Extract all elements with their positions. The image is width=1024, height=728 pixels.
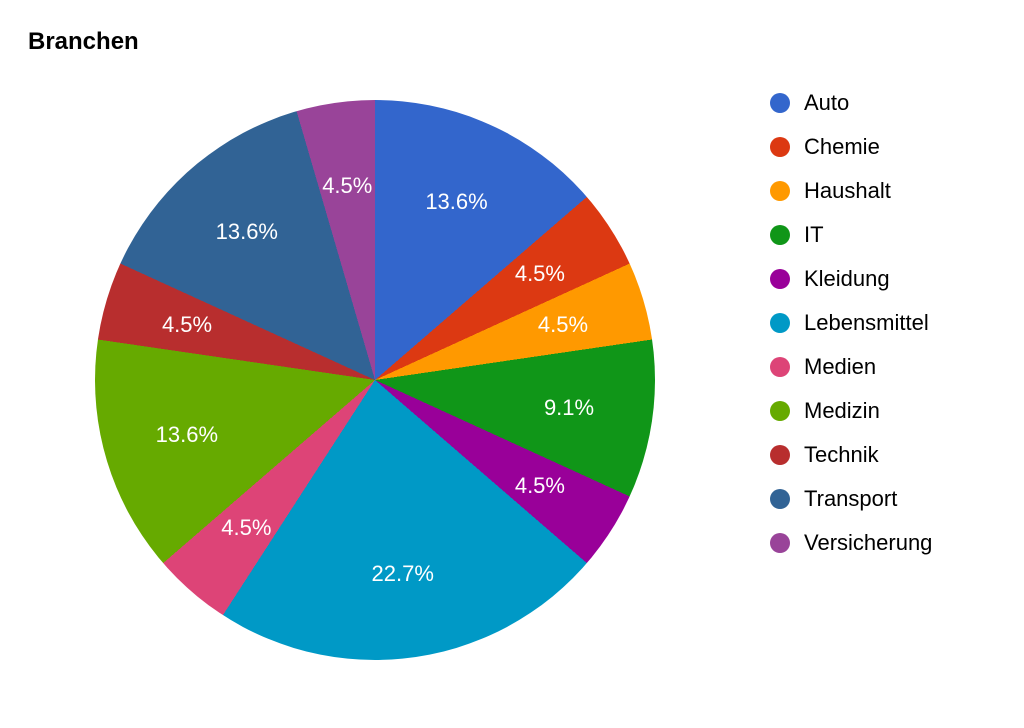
legend-label: Medien: [804, 354, 876, 380]
legend-label: Chemie: [804, 134, 880, 160]
slice-label: 13.6%: [425, 189, 487, 215]
slice-label: 4.5%: [515, 473, 565, 499]
legend-item[interactable]: Versicherung: [770, 530, 932, 556]
legend-swatch: [770, 489, 790, 509]
slice-label: 13.6%: [216, 219, 278, 245]
legend: Auto Chemie Haushalt IT Kleidung Lebensmittel…: [770, 90, 932, 556]
pie-wrap: 13.6% 4.5% 4.5% 9.1% 4.5% 22.7% 4.5% 13.6% 4.5% 1…: [95, 100, 655, 660]
legend-label: Haushalt: [804, 178, 891, 204]
legend-item[interactable]: Kleidung: [770, 266, 932, 292]
legend-item[interactable]: Chemie: [770, 134, 932, 160]
legend-label: Versicherung: [804, 530, 932, 556]
legend-swatch: [770, 313, 790, 333]
legend-swatch: [770, 93, 790, 113]
slice-label: 4.5%: [221, 515, 271, 541]
legend-item[interactable]: Transport: [770, 486, 932, 512]
legend-item[interactable]: IT: [770, 222, 932, 248]
legend-item[interactable]: Haushalt: [770, 178, 932, 204]
legend-label: Kleidung: [804, 266, 890, 292]
legend-swatch: [770, 445, 790, 465]
legend-swatch: [770, 533, 790, 553]
legend-swatch: [770, 401, 790, 421]
legend-swatch: [770, 181, 790, 201]
slice-label: 22.7%: [372, 561, 434, 587]
legend-swatch: [770, 269, 790, 289]
legend-item[interactable]: Medizin: [770, 398, 932, 424]
legend-label: Technik: [804, 442, 879, 468]
legend-label: IT: [804, 222, 824, 248]
chart-title: Branchen: [28, 28, 139, 56]
legend-label: Auto: [804, 90, 849, 116]
legend-item[interactable]: Technik: [770, 442, 932, 468]
legend-swatch: [770, 137, 790, 157]
chart-container: Branchen 13.6%4.5%4.5%9.1%4.5%22.7%4.5%1…: [0, 0, 1024, 728]
legend-label: Lebensmittel: [804, 310, 929, 336]
slice-label: 4.5%: [162, 312, 212, 338]
legend-label: Transport: [804, 486, 897, 512]
legend-item[interactable]: Lebensmittel: [770, 310, 932, 336]
slice-label: 13.6%: [156, 422, 218, 448]
slice-label: 4.5%: [515, 261, 565, 287]
legend-swatch: [770, 357, 790, 377]
legend-swatch: [770, 225, 790, 245]
slice-label: 4.5%: [322, 173, 372, 199]
legend-item[interactable]: Auto: [770, 90, 932, 116]
slice-label: 4.5%: [538, 312, 588, 338]
slice-label: 9.1%: [544, 395, 594, 421]
legend-item[interactable]: Medien: [770, 354, 932, 380]
legend-label: Medizin: [804, 398, 880, 424]
